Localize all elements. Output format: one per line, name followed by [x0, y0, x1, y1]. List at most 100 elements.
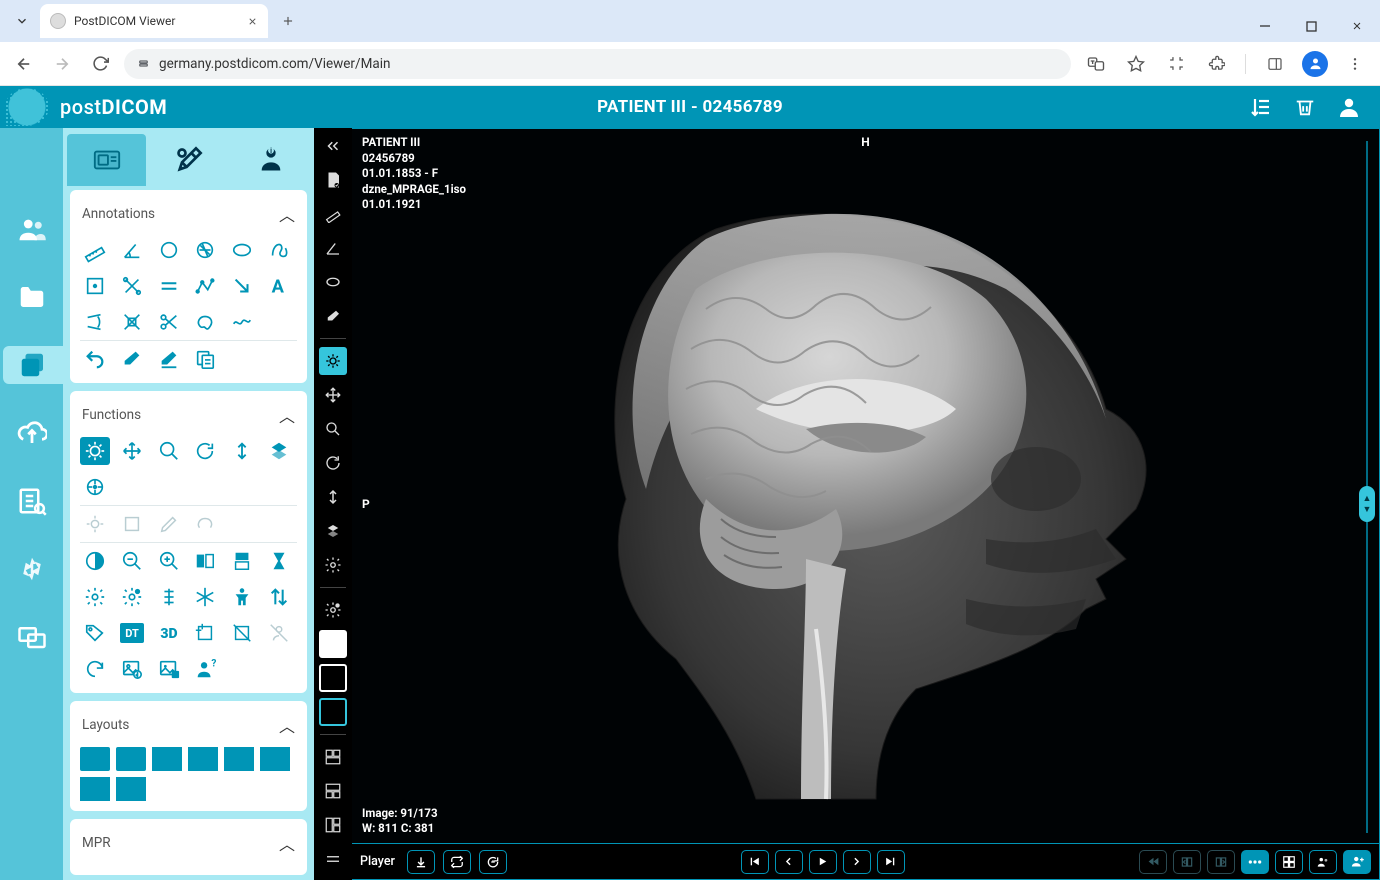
- crop-tool-icon[interactable]: [190, 619, 220, 647]
- rail-images-icon[interactable]: [3, 346, 63, 384]
- ellipse-roi-icon[interactable]: [190, 236, 220, 264]
- section-header-mpr[interactable]: MPR ︿: [80, 827, 297, 865]
- scissors-icon[interactable]: [154, 308, 184, 336]
- fb-gear2-icon[interactable]: [319, 596, 347, 624]
- no-crop-icon[interactable]: [227, 619, 257, 647]
- download-button[interactable]: [407, 850, 435, 874]
- fb-notes-icon[interactable]: [319, 166, 347, 194]
- pixel-lens-icon[interactable]: [117, 308, 147, 336]
- no-access-icon[interactable]: [264, 619, 294, 647]
- lasso-dim-icon[interactable]: [190, 510, 220, 538]
- freehand-icon[interactable]: [264, 236, 294, 264]
- rail-patients-icon[interactable]: [13, 210, 51, 248]
- layout-2x1[interactable]: [188, 747, 218, 771]
- fb-grid-c-icon[interactable]: [319, 811, 347, 839]
- hourglass-icon[interactable]: [264, 547, 294, 575]
- fb-layout-1-icon[interactable]: [319, 630, 347, 658]
- screencast-icon[interactable]: [1161, 49, 1191, 79]
- fb-angle-icon[interactable]: [319, 234, 347, 262]
- person-icon[interactable]: [227, 583, 257, 611]
- section-header-functions[interactable]: Functions ︿: [80, 399, 297, 437]
- eraser-icon[interactable]: [117, 345, 147, 373]
- snowflake-icon[interactable]: [190, 583, 220, 611]
- rail-folder-icon[interactable]: [13, 278, 51, 316]
- next-button[interactable]: [843, 850, 871, 874]
- panel-tab-info[interactable]: i: [231, 134, 310, 186]
- circle-icon[interactable]: [154, 236, 184, 264]
- minimize-button[interactable]: [1242, 10, 1288, 42]
- refresh-image-icon[interactable]: [80, 655, 110, 683]
- tab-search-dropdown[interactable]: [8, 7, 36, 35]
- swap-icon[interactable]: [264, 583, 294, 611]
- eraser-all-icon[interactable]: [154, 345, 184, 373]
- zoom-in-icon[interactable]: [154, 547, 184, 575]
- wwwc-dim-icon[interactable]: [80, 510, 110, 538]
- more-button[interactable]: [1241, 850, 1269, 874]
- flip-h-icon[interactable]: [190, 547, 220, 575]
- panel-tab-tools[interactable]: [149, 134, 228, 186]
- copy-icon[interactable]: [190, 345, 220, 373]
- suv-icon[interactable]: [227, 308, 257, 336]
- pencil-dim-icon[interactable]: [154, 510, 184, 538]
- stack-scroll-icon[interactable]: [264, 437, 294, 465]
- first-button[interactable]: [741, 850, 769, 874]
- ruler-icon[interactable]: [80, 236, 110, 264]
- profile-button[interactable]: [1300, 49, 1330, 79]
- share-button[interactable]: [1309, 850, 1337, 874]
- fb-layout-3-icon[interactable]: [319, 698, 347, 726]
- key-image-icon[interactable]: [154, 655, 184, 683]
- layout-2x2[interactable]: [224, 747, 254, 771]
- angle-icon[interactable]: [117, 236, 147, 264]
- fb-stack-icon[interactable]: [319, 517, 347, 545]
- grid-view-button[interactable]: [1275, 850, 1303, 874]
- fb-gear-icon[interactable]: [319, 551, 347, 579]
- 3d-icon[interactable]: 3D: [154, 619, 184, 647]
- cobb-icon[interactable]: [80, 308, 110, 336]
- fb-pan-icon[interactable]: [319, 381, 347, 409]
- pan-icon[interactable]: [117, 437, 147, 465]
- rail-worklist-icon[interactable]: [13, 482, 51, 520]
- chrome-menu-icon[interactable]: [1340, 49, 1370, 79]
- save-image-icon[interactable]: [117, 655, 147, 683]
- prev-button[interactable]: [775, 850, 803, 874]
- image-viewer[interactable]: PATIENT III 02456789 01.01.1853 - F dzne…: [352, 128, 1380, 880]
- add-user-button[interactable]: [1343, 850, 1371, 874]
- reload-button[interactable]: [86, 50, 114, 78]
- forward-button[interactable]: [48, 50, 76, 78]
- fb-layout-2-icon[interactable]: [319, 664, 347, 692]
- calib-icon[interactable]: [117, 272, 147, 300]
- fb-zoom-icon[interactable]: [319, 415, 347, 443]
- point-icon[interactable]: [80, 272, 110, 300]
- anon-icon[interactable]: ?: [190, 655, 220, 683]
- probe-icon[interactable]: [80, 473, 110, 501]
- section-header-annotations[interactable]: Annotations ︿: [80, 198, 297, 236]
- layout-1x2[interactable]: [116, 747, 146, 771]
- fb-grid-a-icon[interactable]: [319, 743, 347, 771]
- sort-icon[interactable]: [1248, 94, 1274, 120]
- text-icon[interactable]: A: [264, 272, 294, 300]
- rotate-icon[interactable]: [190, 437, 220, 465]
- trash-icon[interactable]: [1292, 94, 1318, 120]
- ellipse-tool-icon[interactable]: [227, 236, 257, 264]
- arrow-icon[interactable]: [227, 272, 257, 300]
- image-scroll-handle[interactable]: ▲▼: [1359, 486, 1375, 522]
- parallel-icon[interactable]: [154, 272, 184, 300]
- tag-icon[interactable]: [80, 619, 110, 647]
- fb-grid-b-icon[interactable]: [319, 777, 347, 805]
- crop-dim-icon[interactable]: [117, 510, 147, 538]
- layout-1x3[interactable]: [152, 747, 182, 771]
- rail-monitors-icon[interactable]: [13, 618, 51, 656]
- fb-wwwc-icon[interactable]: [319, 347, 347, 375]
- play-button[interactable]: [809, 850, 837, 874]
- url-bar[interactable]: germany.postdicom.com/Viewer/Main: [124, 49, 1071, 79]
- zoom-icon[interactable]: [154, 437, 184, 465]
- wwwc-icon[interactable]: [80, 437, 110, 465]
- bookmark-icon[interactable]: [1121, 49, 1151, 79]
- layout-2x3[interactable]: [260, 747, 290, 771]
- sidepanel-icon[interactable]: [1260, 49, 1290, 79]
- close-window-button[interactable]: [1334, 10, 1380, 42]
- fb-ruler-icon[interactable]: [319, 200, 347, 228]
- zoom-out-icon[interactable]: [117, 547, 147, 575]
- undo-icon[interactable]: [80, 345, 110, 373]
- section-header-layouts[interactable]: Layouts ︿: [80, 709, 297, 747]
